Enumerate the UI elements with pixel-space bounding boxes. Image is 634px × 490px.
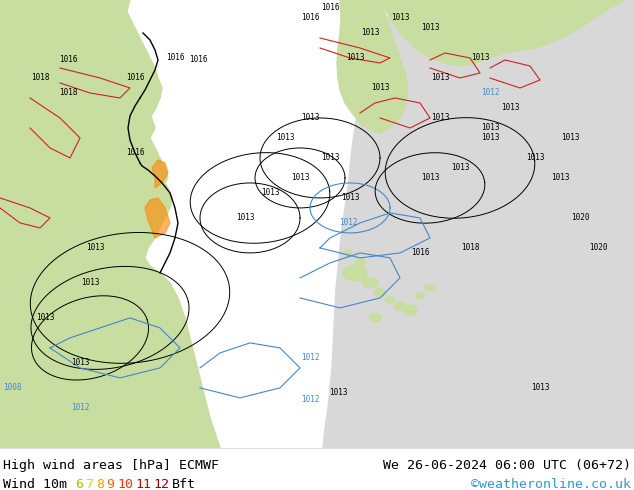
Text: 1016: 1016	[321, 3, 339, 13]
Polygon shape	[374, 289, 386, 297]
Text: 1013: 1013	[531, 383, 549, 392]
Polygon shape	[0, 0, 220, 448]
Text: 1013: 1013	[346, 53, 365, 63]
Text: 1013: 1013	[391, 14, 410, 23]
Polygon shape	[425, 285, 435, 291]
Polygon shape	[539, 324, 551, 332]
Text: 8: 8	[96, 478, 104, 490]
Text: 1016: 1016	[301, 14, 320, 23]
Text: 7: 7	[86, 478, 93, 490]
Text: 1020: 1020	[571, 214, 589, 222]
Text: 1016: 1016	[126, 148, 145, 157]
Text: 1013: 1013	[361, 28, 379, 38]
Polygon shape	[362, 278, 378, 288]
Text: 1013: 1013	[430, 114, 450, 122]
Text: 6: 6	[75, 478, 83, 490]
Text: 1013: 1013	[236, 214, 254, 222]
Polygon shape	[355, 259, 365, 267]
Text: 1018: 1018	[461, 244, 479, 252]
Text: 1016: 1016	[189, 55, 207, 65]
Polygon shape	[380, 0, 625, 66]
Polygon shape	[323, 0, 634, 448]
Polygon shape	[0, 0, 148, 248]
Text: 1013: 1013	[421, 24, 439, 32]
Polygon shape	[100, 98, 155, 143]
Text: 11: 11	[135, 478, 151, 490]
Text: 1013: 1013	[421, 173, 439, 182]
Text: 1013: 1013	[481, 133, 499, 143]
Polygon shape	[145, 198, 170, 238]
Text: 1012: 1012	[339, 219, 357, 227]
Text: 1013: 1013	[291, 173, 309, 182]
Polygon shape	[556, 330, 564, 336]
Text: ©weatheronline.co.uk: ©weatheronline.co.uk	[471, 478, 631, 490]
Text: 1013: 1013	[471, 53, 489, 63]
Polygon shape	[343, 265, 367, 281]
Text: 1013: 1013	[551, 173, 569, 182]
Text: 1016: 1016	[411, 248, 429, 257]
Text: 1018: 1018	[59, 89, 77, 98]
Polygon shape	[344, 250, 352, 256]
Text: 1016: 1016	[126, 74, 145, 82]
Polygon shape	[403, 305, 417, 315]
Text: 1016: 1016	[59, 55, 77, 65]
Text: 1008: 1008	[3, 383, 22, 392]
Text: 1020: 1020	[589, 244, 607, 252]
Text: 12: 12	[153, 478, 169, 490]
Text: 1013: 1013	[276, 133, 294, 143]
Text: We 26-06-2024 06:00 UTC (06+72): We 26-06-2024 06:00 UTC (06+72)	[383, 459, 631, 472]
Text: 1012: 1012	[301, 395, 320, 404]
Text: 1013: 1013	[526, 153, 544, 163]
Text: 1013: 1013	[81, 278, 100, 288]
Text: 1013: 1013	[301, 114, 320, 122]
Text: 1013: 1013	[321, 153, 339, 163]
Text: 1016: 1016	[165, 53, 184, 63]
Text: 1013: 1013	[560, 133, 579, 143]
Text: 1013: 1013	[86, 244, 104, 252]
Text: 1013: 1013	[36, 314, 55, 322]
Text: 10: 10	[117, 478, 133, 490]
Polygon shape	[385, 297, 395, 303]
Text: 1018: 1018	[31, 74, 49, 82]
Text: 1013: 1013	[430, 74, 450, 82]
Polygon shape	[394, 302, 406, 310]
Text: High wind areas [hPa] ECMWF: High wind areas [hPa] ECMWF	[3, 459, 219, 472]
Text: 1013: 1013	[371, 83, 389, 93]
Polygon shape	[505, 300, 515, 306]
Polygon shape	[522, 313, 538, 323]
Text: 1013: 1013	[451, 164, 469, 172]
Text: 1013: 1013	[71, 358, 89, 368]
Polygon shape	[0, 0, 175, 448]
Text: 1013: 1013	[261, 189, 279, 197]
Text: 1012: 1012	[71, 403, 89, 413]
Text: 1012: 1012	[481, 89, 499, 98]
Text: 9: 9	[107, 478, 115, 490]
Text: Bft: Bft	[172, 478, 196, 490]
Polygon shape	[369, 314, 381, 322]
Text: 1012: 1012	[301, 353, 320, 363]
Polygon shape	[152, 160, 168, 188]
Text: Wind 10m: Wind 10m	[3, 478, 67, 490]
Polygon shape	[337, 0, 408, 133]
Text: 1013: 1013	[501, 103, 519, 113]
Polygon shape	[416, 293, 424, 299]
Text: 1013: 1013	[340, 194, 359, 202]
Text: 1013: 1013	[329, 389, 347, 397]
Text: 1013: 1013	[481, 123, 499, 132]
